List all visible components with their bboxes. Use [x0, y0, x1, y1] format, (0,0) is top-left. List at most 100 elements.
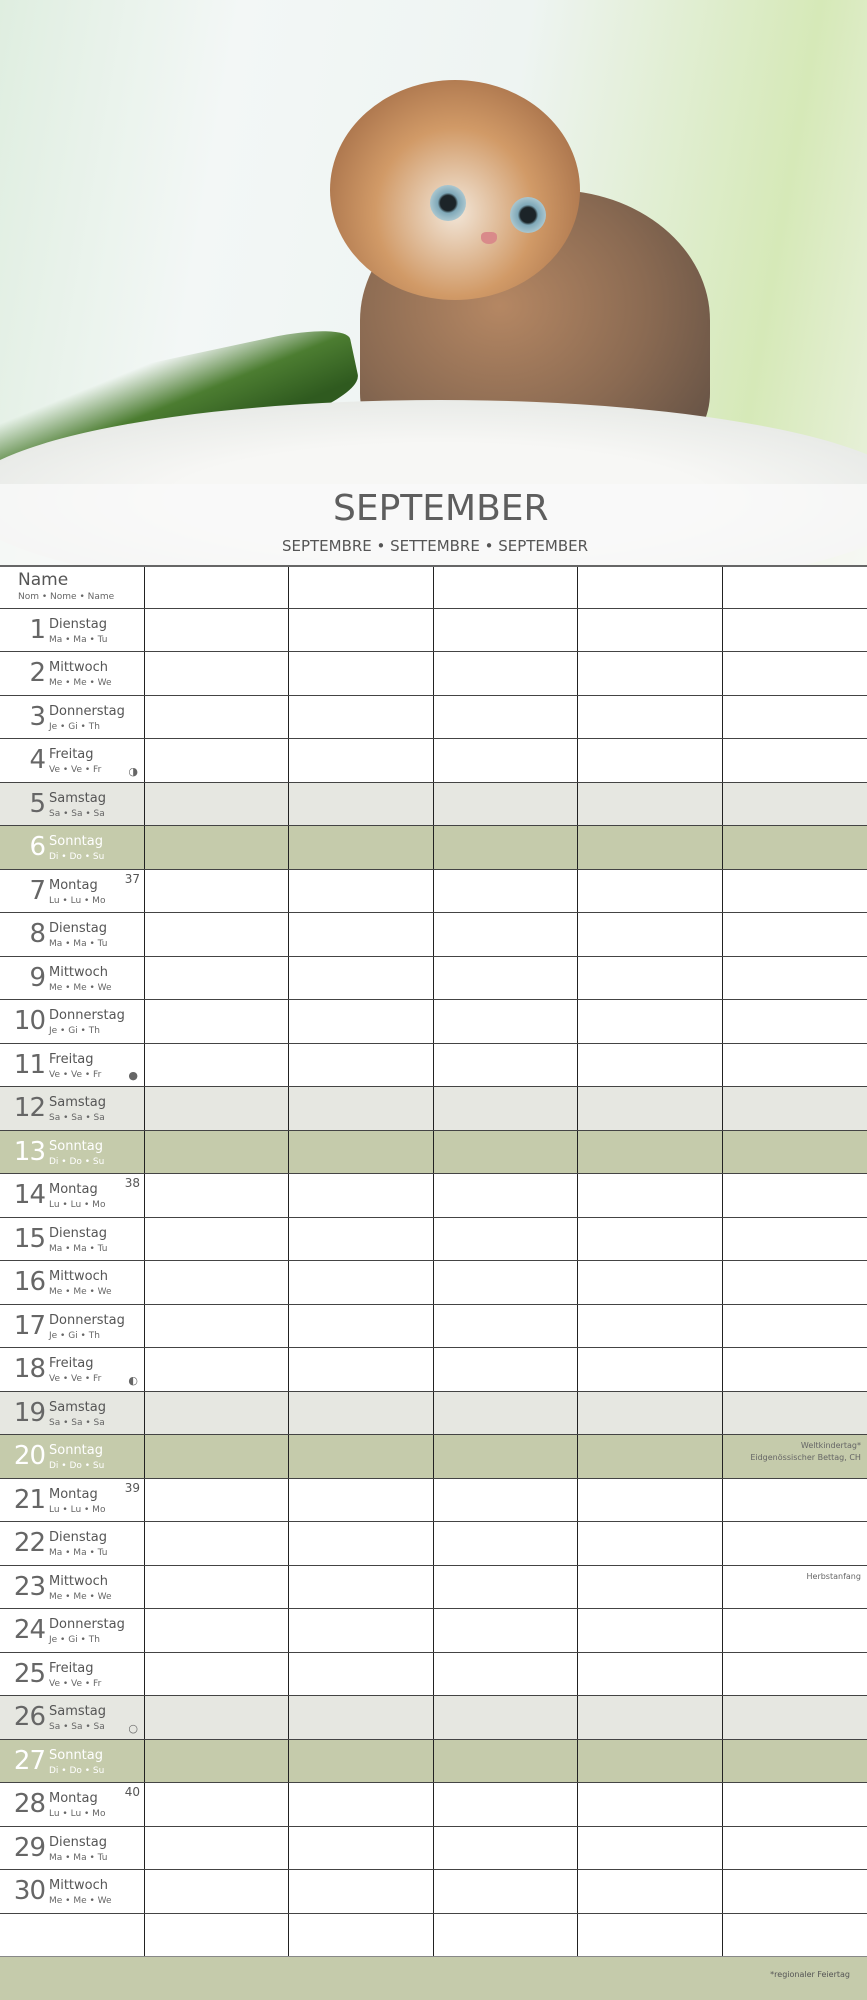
entry-cell[interactable]	[723, 1740, 867, 1783]
entry-cell[interactable]	[289, 739, 434, 782]
entry-cell[interactable]	[723, 1479, 867, 1522]
entry-cell[interactable]	[289, 1435, 434, 1478]
entry-cell[interactable]	[578, 826, 723, 869]
entry-cell[interactable]	[434, 1348, 579, 1391]
entry-cell[interactable]	[289, 695, 434, 738]
entry-cell[interactable]	[723, 783, 867, 826]
entry-cell[interactable]	[434, 1478, 579, 1521]
entry-cell[interactable]	[145, 1217, 290, 1260]
entry-cell[interactable]	[145, 913, 290, 956]
entry-cell[interactable]	[289, 1478, 434, 1521]
entry-cell[interactable]	[434, 913, 579, 956]
entry-cell[interactable]	[578, 1609, 723, 1652]
entry-cell[interactable]	[145, 695, 290, 738]
entry-cell[interactable]	[289, 1609, 434, 1652]
name-cell[interactable]	[289, 567, 434, 608]
entry-cell[interactable]	[434, 1000, 579, 1043]
entry-cell[interactable]	[723, 696, 867, 739]
entry-cell[interactable]	[289, 1696, 434, 1739]
entry-cell[interactable]	[145, 1522, 290, 1565]
entry-cell[interactable]	[578, 1348, 723, 1391]
entry-cell[interactable]	[145, 1391, 290, 1434]
entry-cell[interactable]	[578, 1087, 723, 1130]
entry-cell[interactable]	[578, 1174, 723, 1217]
entry-cell[interactable]	[289, 782, 434, 825]
entry-cell[interactable]	[434, 826, 579, 869]
entry-cell[interactable]	[723, 1783, 867, 1826]
entry-cell[interactable]	[434, 1565, 579, 1608]
entry-cell[interactable]	[289, 1348, 434, 1391]
entry-cell[interactable]	[145, 1261, 290, 1304]
entry-cell[interactable]	[434, 1783, 579, 1826]
entry-cell[interactable]	[289, 1174, 434, 1217]
entry-cell[interactable]	[578, 695, 723, 738]
entry-cell[interactable]	[434, 1261, 579, 1304]
entry-cell[interactable]	[434, 695, 579, 738]
entry-cell[interactable]	[578, 1739, 723, 1782]
entry-cell[interactable]	[289, 956, 434, 999]
entry-cell[interactable]	[578, 1913, 723, 1956]
entry-cell[interactable]	[289, 913, 434, 956]
entry-cell[interactable]	[289, 652, 434, 695]
entry-cell[interactable]	[578, 1522, 723, 1565]
entry-cell[interactable]	[434, 1522, 579, 1565]
entry-cell[interactable]	[578, 1870, 723, 1913]
entry-cell[interactable]	[578, 1435, 723, 1478]
entry-cell[interactable]: Herbstanfang	[723, 1566, 867, 1609]
entry-cell[interactable]	[723, 1392, 867, 1435]
entry-cell[interactable]	[145, 1478, 290, 1521]
name-cell[interactable]	[578, 567, 723, 608]
entry-cell[interactable]	[434, 1130, 579, 1173]
entry-cell[interactable]	[145, 1304, 290, 1347]
entry-cell[interactable]	[434, 608, 579, 651]
entry-cell[interactable]	[578, 1043, 723, 1086]
entry-cell[interactable]	[145, 1130, 290, 1173]
entry-cell[interactable]	[145, 1870, 290, 1913]
entry-cell[interactable]	[578, 869, 723, 912]
entry-cell[interactable]	[289, 1043, 434, 1086]
entry-cell[interactable]	[434, 1696, 579, 1739]
entry-cell[interactable]	[434, 1870, 579, 1913]
entry-cell[interactable]	[289, 1130, 434, 1173]
entry-cell[interactable]	[723, 1044, 867, 1087]
entry-cell[interactable]	[578, 1261, 723, 1304]
entry-cell[interactable]	[578, 1565, 723, 1608]
entry-cell[interactable]	[434, 1435, 579, 1478]
entry-cell[interactable]	[289, 1217, 434, 1260]
entry-cell[interactable]	[289, 1087, 434, 1130]
entry-cell[interactable]	[723, 1827, 867, 1870]
entry-cell[interactable]	[434, 1174, 579, 1217]
entry-cell[interactable]	[145, 869, 290, 912]
entry-cell[interactable]	[723, 1087, 867, 1130]
entry-cell[interactable]	[723, 1305, 867, 1348]
entry-cell[interactable]	[145, 1087, 290, 1130]
entry-cell[interactable]	[723, 1914, 867, 1957]
entry-cell[interactable]	[434, 782, 579, 825]
entry-cell[interactable]	[145, 1696, 290, 1739]
entry-cell[interactable]	[289, 1652, 434, 1695]
entry-cell[interactable]	[434, 956, 579, 999]
entry-cell[interactable]	[434, 739, 579, 782]
entry-cell[interactable]	[434, 1087, 579, 1130]
entry-cell[interactable]	[145, 1565, 290, 1608]
entry-cell[interactable]	[434, 1913, 579, 1956]
entry-cell[interactable]	[723, 1000, 867, 1043]
entry-cell[interactable]	[145, 1783, 290, 1826]
entry-cell[interactable]	[578, 913, 723, 956]
entry-cell[interactable]	[723, 1696, 867, 1739]
entry-cell[interactable]	[145, 1000, 290, 1043]
name-cell[interactable]	[723, 567, 867, 608]
entry-cell[interactable]	[578, 1478, 723, 1521]
entry-cell[interactable]: Weltkindertag* Eidgenössischer Bettag, C…	[723, 1435, 867, 1478]
entry-cell[interactable]	[289, 1391, 434, 1434]
entry-cell[interactable]	[145, 608, 290, 651]
entry-cell[interactable]	[578, 956, 723, 999]
entry-cell[interactable]	[145, 782, 290, 825]
entry-cell[interactable]	[289, 1913, 434, 1956]
entry-cell[interactable]	[723, 609, 867, 652]
entry-cell[interactable]	[578, 782, 723, 825]
entry-cell[interactable]	[723, 1653, 867, 1696]
entry-cell[interactable]	[434, 1391, 579, 1434]
entry-cell[interactable]	[289, 1783, 434, 1826]
entry-cell[interactable]	[289, 1870, 434, 1913]
